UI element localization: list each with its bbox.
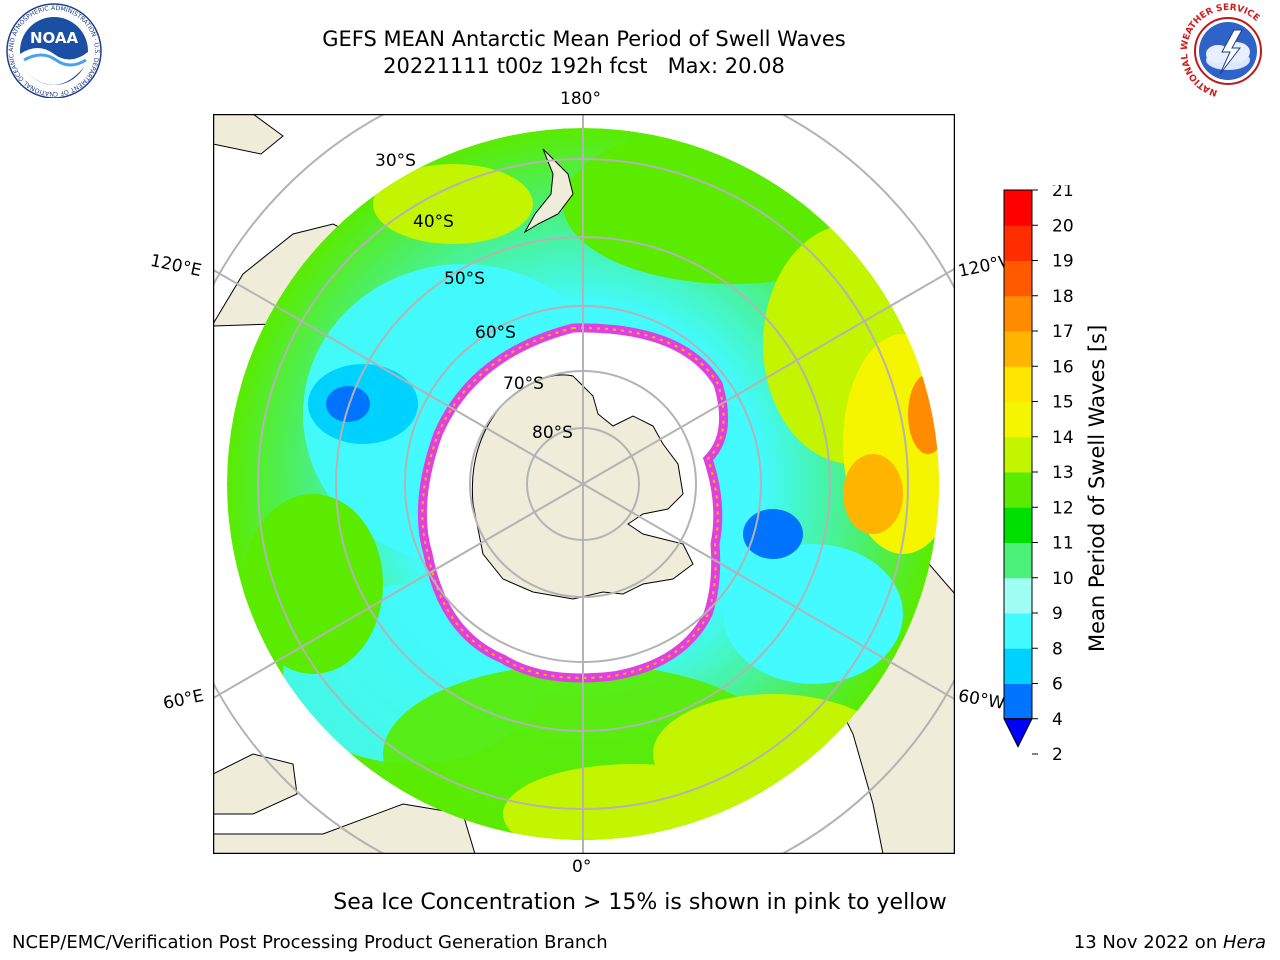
colorbar-tick-label: 8 — [1052, 639, 1063, 659]
colorbar-tick-label: 12 — [1052, 498, 1074, 518]
colorbar-tick-label: 21 — [1052, 185, 1074, 201]
colorbar-tick-label: 2 — [1052, 745, 1063, 765]
colorbar-tick-label: 16 — [1052, 357, 1074, 377]
colorbar-extend-arrow — [1003, 718, 1033, 748]
lon-label-60e: 60°E — [161, 685, 206, 715]
colorbar-segment — [1004, 366, 1032, 402]
colorbar-tick-label: 19 — [1052, 252, 1074, 272]
colorbar-title: Mean Period of Swell Waves [s] — [1085, 324, 1109, 652]
noaa-logo: NATIONAL OCEANIC AND ATMOSPHERIC ADMINIS… — [2, 2, 102, 98]
footer-branch: NCEP/EMC/Verification Post Processing Pr… — [12, 932, 608, 953]
colorbar-segment — [1004, 507, 1032, 543]
lat-label-60s: 60°S — [475, 323, 516, 343]
colorbar-tick-label: 6 — [1052, 675, 1063, 695]
polar-map — [213, 114, 955, 854]
colorbar-tick-label: 18 — [1052, 287, 1074, 307]
colorbar-segment — [1004, 436, 1032, 473]
lon-label-120e: 120°E — [148, 250, 204, 282]
colorbar-segment — [1004, 613, 1032, 649]
lat-label-40s: 40°S — [413, 212, 454, 232]
colorbar-segment — [1004, 190, 1032, 226]
lon-label-0: 0° — [572, 857, 592, 877]
footer-host: Hera — [1222, 932, 1266, 953]
colorbar-segment — [1004, 683, 1032, 720]
colorbar-tick-label: 9 — [1052, 604, 1063, 624]
colorbar-tick-label: 4 — [1052, 710, 1063, 730]
lon-label-180: 180° — [560, 89, 601, 109]
lat-label-80s: 80°S — [532, 423, 573, 443]
chart-title: GEFS MEAN Antarctic Mean Period of Swell… — [322, 27, 846, 51]
colorbar-segment — [1004, 542, 1032, 579]
lon-label-60w: 60°W — [956, 686, 1007, 714]
colorbar-segment — [1004, 648, 1032, 684]
colorbar-tick-label: 10 — [1052, 569, 1074, 589]
lat-label-30s: 30°S — [375, 151, 416, 171]
colorbar-segment — [1004, 225, 1032, 261]
nws-logo: NATIONAL WEATHER SERVICE — [1180, 3, 1275, 98]
colorbar-segment — [1004, 401, 1032, 438]
lat-label-50s: 50°S — [444, 269, 485, 289]
colorbar: 21 20 19 18 17 16 15 14 13 12 11 10 9 8 6 4 2 — [1003, 185, 1074, 765]
footer-date: 13 Nov 2022 on Hera — [1074, 932, 1266, 953]
colorbar-frame — [1003, 189, 1033, 720]
lat-label-70s: 70°S — [503, 374, 544, 394]
colorbar-tick-label: 11 — [1052, 534, 1074, 554]
colorbar-tick-label: 13 — [1052, 463, 1074, 483]
colorbar-tick-label: 17 — [1052, 322, 1074, 342]
noaa-logo-text: NOAA — [30, 29, 79, 47]
sea-ice-caption: Sea Ice Concentration > 15% is shown in … — [333, 890, 947, 915]
colorbar-segment — [1004, 472, 1032, 508]
colorbar-segment — [1004, 577, 1032, 614]
colorbar-segment — [1004, 331, 1032, 367]
colorbar-tick-label: 20 — [1052, 216, 1074, 236]
footer-date-text: 13 Nov 2022 on — [1073, 932, 1223, 953]
colorbar-segment — [1004, 295, 1032, 332]
colorbar-tick-label: 15 — [1052, 393, 1074, 413]
chart-subtitle: 20221111 t00z 192h fcst Max: 20.08 — [383, 54, 785, 78]
colorbar-segment — [1004, 260, 1032, 297]
colorbar-tick-label: 14 — [1052, 428, 1074, 448]
